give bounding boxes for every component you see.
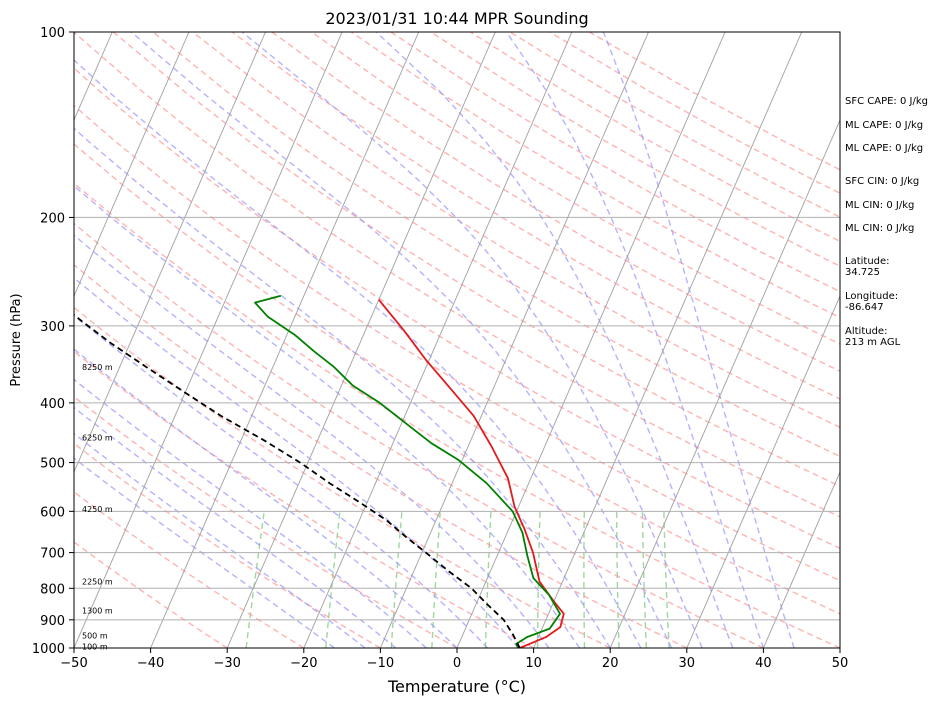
moist-adiabat-line <box>505 32 765 648</box>
ml-cape-text: ML CAPE: 0 J/kg <box>845 120 923 131</box>
latitude-value: 34.725 <box>845 267 880 278</box>
moist-adiabat-line <box>74 185 581 648</box>
height-label: 1300 m <box>82 607 113 616</box>
dry-adiabat-line <box>74 182 840 648</box>
altitude-label: Altitude: <box>845 326 887 337</box>
dry-adiabat-line <box>74 32 840 518</box>
dewpoint-profile-line <box>254 294 561 648</box>
moist-adiabat-line <box>74 406 397 648</box>
isotherm-line <box>686 294 840 648</box>
ml-cape-text-2: ML CAPE: 0 J/kg <box>845 143 923 154</box>
stats-panel: SFC CAPE: 0 J/kg ML CAPE: 0 J/kg ML CAPE… <box>845 96 928 348</box>
dry-adiabat-line <box>271 32 840 372</box>
isotherm-line <box>379 32 649 648</box>
background-lines <box>74 32 840 648</box>
temperature-profile-line <box>378 299 565 648</box>
isotherm-line <box>762 470 840 648</box>
y-axis-label: Pressure (hPa) <box>9 293 24 386</box>
isobar-grid <box>74 216 840 621</box>
dry-adiabat-line <box>74 104 840 582</box>
height-label: 4250 m <box>82 505 113 514</box>
moist-adiabat-line <box>74 314 489 648</box>
y-tick-label: 900 <box>40 614 65 629</box>
moist-adiabat-line <box>74 59 642 648</box>
x-tick-label: 0 <box>453 656 461 671</box>
ml-cin-text-2: ML CIN: 0 J/kg <box>845 223 914 234</box>
chart-title: 2023/01/31 10:44 MPR Sounding <box>325 9 588 28</box>
moist-adiabat-line <box>602 32 795 648</box>
isotherm-line <box>150 32 420 648</box>
y-tick-label: 800 <box>40 582 65 597</box>
height-label: 8250 m <box>82 363 113 372</box>
moist-adiabat-line <box>74 127 611 648</box>
latitude-label: Latitude: <box>845 256 890 267</box>
y-tick-label: 700 <box>40 547 65 562</box>
y-tick-label: 300 <box>40 320 65 335</box>
dry-adiabat-line <box>74 306 611 648</box>
x-axis-ticks: −50 −40 −30 −20 −10 0 10 20 30 40 50 <box>60 648 848 671</box>
y-axis-ticks: 1000 900 800 700 600 500 400 300 200 100 <box>32 26 74 657</box>
sfc-cin-text: SFC CIN: 0 J/kg <box>845 176 919 187</box>
dry-adiabat-line <box>74 67 840 550</box>
y-tick-label: 600 <box>40 505 65 520</box>
dry-adiabat-line <box>311 32 840 345</box>
moist-adiabat-line <box>74 457 335 648</box>
moist-adiabat-line <box>74 348 458 648</box>
x-axis-label: Temperature (°C) <box>387 677 526 696</box>
y-tick-label: 1000 <box>32 642 65 657</box>
isotherm-line <box>533 32 803 648</box>
moist-adiabat-line <box>74 432 366 648</box>
isotherm-line <box>609 118 840 648</box>
height-label: 2250 m <box>82 578 113 587</box>
isotherm-line <box>226 32 496 648</box>
dry-adiabat-line <box>74 491 305 648</box>
moist-adiabat-line <box>74 234 550 648</box>
dry-adiabat-line <box>74 263 688 648</box>
moist-adiabat-line <box>74 277 519 648</box>
x-tick-label: −20 <box>290 656 317 671</box>
isotherm-line <box>74 32 343 648</box>
moist-adiabat-line <box>74 378 427 648</box>
x-tick-label: −30 <box>213 656 240 671</box>
dry-adiabat-line <box>74 350 534 648</box>
isotherm-line <box>456 32 726 648</box>
sfc-cape-text: SFC CAPE: 0 J/kg <box>845 96 928 107</box>
dry-adiabat-line <box>192 32 840 429</box>
moist-adiabat-line <box>375 32 734 648</box>
ml-cin-text: ML CIN: 0 J/kg <box>845 200 914 211</box>
isotherm-line <box>74 32 266 474</box>
x-tick-label: 40 <box>755 656 772 671</box>
parcel-profile-line <box>74 313 521 648</box>
x-tick-label: 30 <box>679 656 696 671</box>
y-tick-label: 500 <box>40 457 65 472</box>
y-tick-label: 400 <box>40 397 65 412</box>
profile-lines <box>74 294 565 648</box>
isotherm-line <box>303 32 573 648</box>
x-tick-label: −10 <box>367 656 394 671</box>
x-tick-label: 50 <box>832 656 849 671</box>
dry-adiabat-line <box>152 32 840 458</box>
x-tick-label: 20 <box>602 656 619 671</box>
x-tick-label: −40 <box>137 656 164 671</box>
dry-adiabat-line <box>74 395 458 648</box>
height-label: 6250 m <box>82 433 113 442</box>
longitude-label: Longitude: <box>845 291 898 302</box>
height-label: 500 m <box>82 632 108 641</box>
moist-adiabat-line <box>241 32 703 648</box>
y-tick-label: 100 <box>40 26 65 41</box>
y-tick-label: 200 <box>40 211 65 226</box>
height-label: 100 m <box>82 643 108 652</box>
height-labels: 8250 m 6250 m 4250 m 2250 m 1300 m 500 m 100 m <box>82 363 113 652</box>
longitude-value: -86.647 <box>845 302 884 313</box>
x-tick-label: 10 <box>525 656 542 671</box>
altitude-value: 213 m AGL <box>845 337 901 348</box>
isotherm-line <box>74 32 190 298</box>
x-tick-label: −50 <box>60 656 87 671</box>
